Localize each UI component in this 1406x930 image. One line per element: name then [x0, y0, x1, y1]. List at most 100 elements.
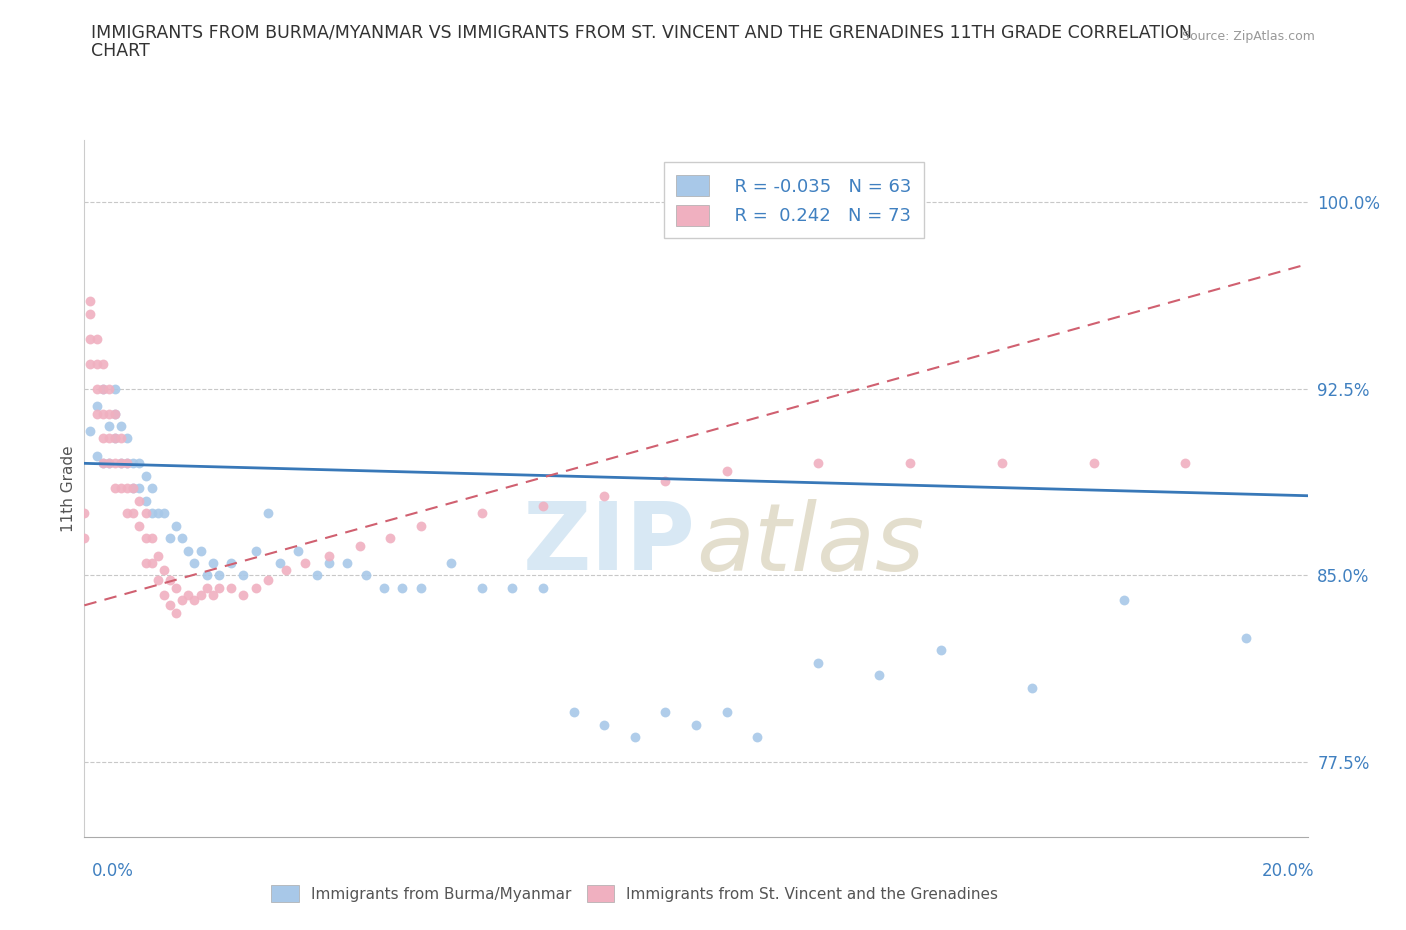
Point	[531, 580, 554, 595]
Point	[245, 580, 267, 595]
Point	[208, 580, 231, 595]
Point	[716, 463, 738, 478]
Point	[135, 531, 157, 546]
Point	[79, 331, 101, 346]
Point	[135, 469, 157, 484]
Point	[86, 331, 108, 346]
Point	[336, 555, 359, 570]
Point	[294, 555, 316, 570]
Point	[807, 656, 830, 671]
Point	[86, 448, 108, 463]
Point	[354, 568, 377, 583]
Point	[349, 538, 371, 553]
Point	[991, 456, 1014, 471]
Point	[141, 531, 163, 546]
Point	[165, 518, 187, 533]
Text: 20.0%: 20.0%	[1263, 862, 1315, 881]
Point	[115, 506, 138, 521]
Point	[440, 555, 463, 570]
Text: IMMIGRANTS FROM BURMA/MYANMAR VS IMMIGRANTS FROM ST. VINCENT AND THE GRENADINES : IMMIGRANTS FROM BURMA/MYANMAR VS IMMIGRA…	[91, 23, 1192, 41]
Point	[135, 555, 157, 570]
Point	[110, 481, 132, 496]
Point	[232, 568, 254, 583]
Point	[115, 481, 138, 496]
Point	[86, 381, 108, 396]
Point	[159, 573, 181, 588]
Point	[898, 456, 921, 471]
Point	[562, 705, 585, 720]
Point	[86, 406, 108, 421]
Point	[593, 717, 616, 732]
Point	[177, 588, 200, 603]
Point	[409, 580, 432, 595]
Point	[153, 588, 176, 603]
Text: 0.0%: 0.0%	[91, 862, 134, 881]
Point	[654, 705, 676, 720]
Point	[219, 580, 242, 595]
Point	[97, 456, 120, 471]
Point	[165, 580, 187, 595]
Text: atlas: atlas	[696, 498, 924, 590]
Point	[115, 431, 138, 445]
Point	[104, 381, 127, 396]
Text: Source: ZipAtlas.com: Source: ZipAtlas.com	[1181, 30, 1315, 43]
Point	[172, 593, 194, 608]
Legend: Immigrants from Burma/Myanmar, Immigrants from St. Vincent and the Grenadines: Immigrants from Burma/Myanmar, Immigrant…	[263, 878, 1007, 910]
Point	[183, 555, 205, 570]
Point	[104, 406, 127, 421]
Point	[716, 705, 738, 720]
Point	[1114, 593, 1136, 608]
Point	[1174, 456, 1197, 471]
Point	[159, 531, 181, 546]
Point	[305, 568, 328, 583]
Point	[929, 643, 952, 658]
Point	[201, 555, 224, 570]
Point	[1021, 680, 1043, 695]
Point	[104, 431, 127, 445]
Point	[654, 473, 676, 488]
Point	[86, 399, 108, 414]
Point	[146, 573, 169, 588]
Point	[128, 456, 150, 471]
Point	[86, 356, 108, 371]
Point	[391, 580, 413, 595]
Point	[195, 568, 218, 583]
Point	[135, 493, 157, 508]
Point	[79, 356, 101, 371]
Point	[115, 456, 138, 471]
Point	[373, 580, 395, 595]
Point	[141, 481, 163, 496]
Text: CHART: CHART	[91, 42, 150, 60]
Point	[122, 481, 145, 496]
Point	[97, 456, 120, 471]
Point	[104, 456, 127, 471]
Point	[128, 518, 150, 533]
Point	[1083, 456, 1105, 471]
Point	[122, 506, 145, 521]
Point	[128, 481, 150, 496]
Point	[91, 456, 114, 471]
Point	[110, 456, 132, 471]
Point	[79, 294, 101, 309]
Point	[91, 381, 114, 396]
Point	[807, 456, 830, 471]
Point	[190, 588, 212, 603]
Point	[471, 580, 494, 595]
Point	[276, 563, 298, 578]
Point	[91, 406, 114, 421]
Point	[380, 531, 402, 546]
Point	[287, 543, 309, 558]
Point	[869, 668, 891, 683]
Point	[685, 717, 707, 732]
Point	[97, 406, 120, 421]
Text: ZIP: ZIP	[523, 498, 696, 590]
Point	[183, 593, 205, 608]
Point	[73, 531, 96, 546]
Point	[159, 598, 181, 613]
Point	[141, 555, 163, 570]
Point	[79, 306, 101, 321]
Point	[97, 431, 120, 445]
Point	[73, 506, 96, 521]
Point	[269, 555, 291, 570]
Point	[128, 493, 150, 508]
